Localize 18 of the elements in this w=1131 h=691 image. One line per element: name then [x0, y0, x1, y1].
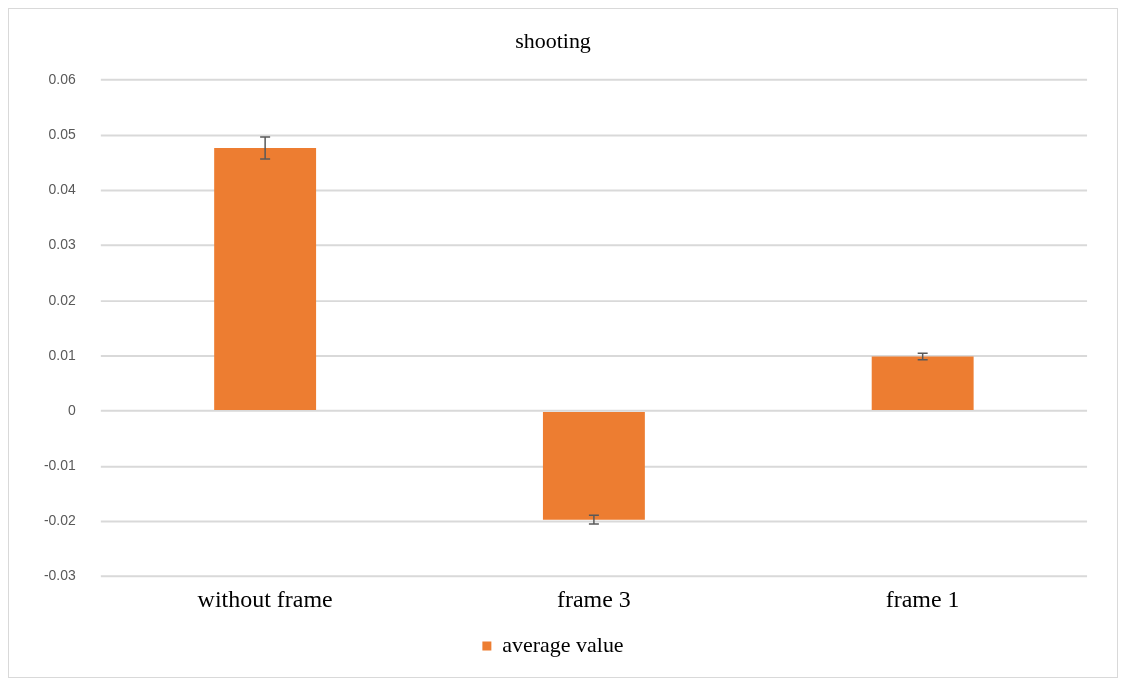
y-tick-label: -0.03 — [43, 567, 77, 584]
bar — [542, 412, 645, 520]
y-tick-label: 0.06 — [48, 71, 77, 88]
legend-label: average value — [502, 631, 624, 657]
y-tick-label: 0.01 — [48, 346, 77, 363]
x-tick-label: frame 1 — [885, 586, 960, 613]
y-tick-label: 0 — [68, 401, 77, 418]
y-tick-label: 0.04 — [48, 181, 77, 198]
bar — [871, 356, 974, 411]
y-tick-label: 0.03 — [48, 236, 77, 253]
x-tick-label: without frame — [197, 586, 333, 613]
y-tick-label: 0.02 — [48, 291, 77, 308]
chart-title: shooting — [515, 27, 591, 53]
y-tick-label: 0.05 — [48, 126, 77, 143]
y-tick-label: -0.02 — [43, 512, 77, 529]
x-tick-label: frame 3 — [556, 586, 631, 613]
y-tick-label: -0.01 — [43, 457, 77, 474]
bar — [214, 148, 317, 411]
